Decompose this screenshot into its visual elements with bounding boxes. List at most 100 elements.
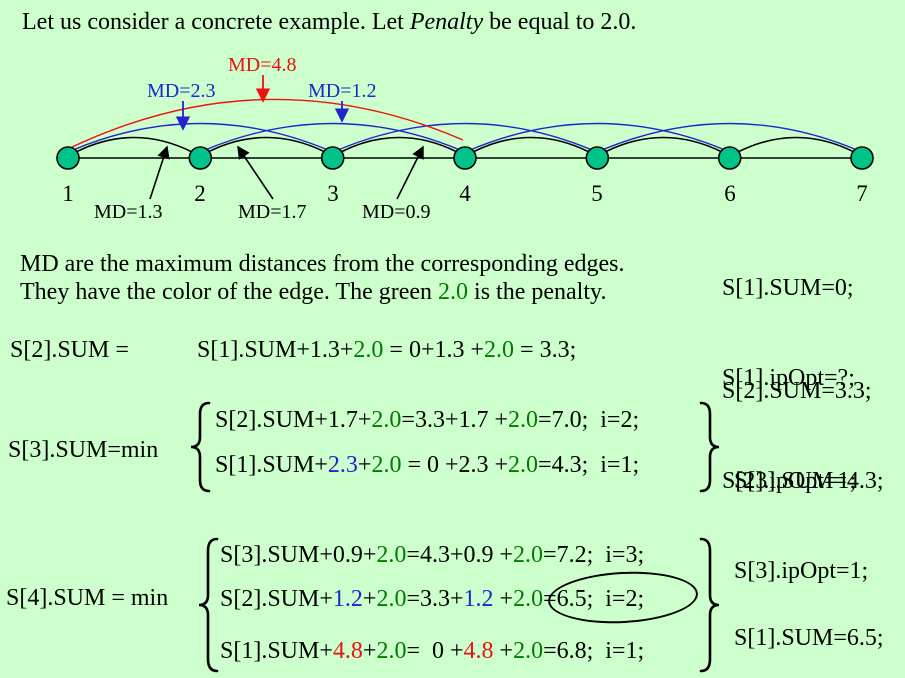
eq-s4-row-1: S[3].SUM+0.9+2.0=4.3+0.9 +2.0=7.2; i=3; — [220, 541, 644, 569]
text-segment: 2.0 — [371, 452, 402, 478]
text-segment: + — [362, 638, 377, 664]
text-segment: 1.2 — [332, 586, 363, 612]
arc-blue-4-6 — [469, 122, 726, 151]
text-segment: 2.0 — [371, 407, 402, 433]
node-circle-7 — [850, 146, 874, 170]
arc-black-6-7 — [737, 136, 855, 153]
node-label-7: 7 — [856, 181, 868, 206]
text-segment: =7.2; i=3; — [543, 542, 645, 568]
md-label-1-2: MD=1.2 — [308, 80, 377, 102]
brace-open-s4 — [198, 537, 219, 673]
arc-black-4-5 — [472, 136, 590, 153]
text-segment: S[2].SUM+1.7+ — [215, 407, 372, 433]
text-segment: They have the color of the edge. The gre… — [20, 279, 439, 305]
md-label-1-3: MD=1.3 — [94, 201, 163, 223]
eq-s2-rhs: S[1].SUM+1.3+2.0 = 0+1.3 +2.0 = 3.3; — [197, 336, 576, 364]
md-label-4-8: MD=4.8 — [228, 54, 297, 76]
md-label-0-9: MD=0.9 — [362, 201, 431, 223]
arc-blue-3-5 — [337, 122, 593, 151]
text-segment: Let us consider a concrete example. Let — [22, 9, 410, 35]
text-segment: 2.0 — [438, 279, 469, 305]
node-label-6: 6 — [724, 181, 736, 206]
text-segment: =6.8; i=1; — [543, 638, 645, 664]
result-s3: S[3].SUM=4.3; S[3].ipOpt=1; — [734, 406, 884, 646]
text-segment: = 0+1.3 + — [383, 337, 485, 363]
brace-close-s3 — [699, 401, 720, 493]
note-line-1: MD are the maximum distances from the co… — [20, 250, 625, 278]
eq-s3-row-2: S[1].SUM+2.3+2.0 = 0 +2.3 +2.0=4.3; i=1; — [215, 451, 639, 479]
arc-black-5-6 — [604, 136, 723, 153]
result-s1-ipopt: S[1].ipOpt=?; — [722, 365, 855, 391]
result-s3-ipopt: S[3].ipOpt=1; — [734, 558, 869, 584]
eq-s4-row-3: S[1].SUM+4.8+2.0= 0 +4.8 +2.0=6.8; i=1; — [220, 637, 644, 665]
result-s2-ipopt: S[2].ipOpt=1; — [722, 468, 857, 494]
text-segment: S[3].SUM+0.9+ — [220, 542, 377, 568]
node-circle-5 — [585, 146, 610, 170]
md-label-2-3: MD=2.3 — [147, 80, 216, 102]
result-s2: S[2].SUM=3.3; S[2].ipOpt=1; — [722, 316, 872, 556]
text-segment: =6.5; i=2; — [543, 586, 645, 612]
text-segment: + — [493, 586, 514, 612]
text-segment: 4.8 — [332, 638, 363, 664]
text-segment: + — [362, 586, 377, 612]
md-label-1-7: MD=1.7 — [238, 201, 307, 223]
text-segment: S[1].SUM+ — [220, 638, 333, 664]
text-segment: MD are the maximum distances from the co… — [20, 251, 625, 277]
result-s3-sum: S[3].SUM=4.3; — [734, 468, 884, 494]
text-segment: + — [357, 452, 372, 478]
text-segment: is the penalty. — [468, 279, 607, 305]
edges-diagram — [56, 75, 874, 200]
text-segment: S[1].SUM+1.3+ — [197, 337, 354, 363]
text-segment: 2.0 — [376, 586, 407, 612]
text-segment: 2.3 — [327, 452, 358, 478]
text-segment: 2.0 — [376, 638, 407, 664]
text-segment: S[2].SUM+ — [220, 586, 333, 612]
eq-s2-lhs: S[2].SUM = — [10, 337, 129, 363]
arrow-md-1-3 — [149, 145, 170, 200]
slide-title: Let us consider a concrete example. Let … — [22, 8, 636, 36]
text-segment: = 0 +2.3 + — [401, 452, 509, 478]
text-segment: =3.3+ — [406, 586, 464, 612]
text-segment: = 3.3; — [514, 337, 577, 363]
text-segment: =3.3+1.7 + — [401, 407, 509, 433]
eq-s3-lhs: S[3].SUM=min — [8, 437, 159, 463]
result-s4: S[1].SUM=6.5; S[1].ipOpt=2; — [734, 563, 884, 678]
eq-s4-lhs: S[4].SUM = min — [6, 585, 169, 611]
text-segment: =4.3; i=1; — [538, 452, 640, 478]
text-segment: 2.0 — [508, 452, 539, 478]
arc-black-3-4 — [340, 136, 458, 153]
brace-open-s3 — [190, 401, 211, 493]
text-segment: 4.8 — [463, 638, 494, 664]
result-s1: S[1].SUM=0; S[1].ipOpt=?; — [722, 213, 855, 453]
text-segment: be equal to 2.0. — [483, 9, 637, 35]
text-segment: + — [493, 638, 514, 664]
node-circle-6 — [717, 146, 742, 170]
arc-blue-1-3 — [72, 122, 329, 151]
text-segment: 2.0 — [513, 542, 544, 568]
text-segment: 2.0 — [376, 542, 407, 568]
text-segment: 2.0 — [513, 586, 544, 612]
node-circle-3 — [320, 146, 345, 170]
arrow-md-1-7 — [237, 145, 274, 200]
arrow-md-0-9 — [396, 145, 424, 200]
text-segment: 2.0 — [513, 638, 544, 664]
arc-black-2-3 — [207, 136, 326, 153]
node-circle-1 — [56, 146, 80, 170]
arc-red-1-4 — [69, 98, 464, 149]
node-label-4: 4 — [459, 181, 471, 206]
text-segment: = 0 + — [406, 638, 464, 664]
result-s2-sum: S[2].SUM=3.3; — [722, 378, 872, 404]
text-segment: 2.0 — [353, 337, 384, 363]
min-choice-ellipse — [546, 568, 700, 627]
text-segment: =7.0; i=2; — [538, 407, 640, 433]
node-label-2: 2 — [194, 181, 206, 206]
text-segment: 2.0 — [508, 407, 539, 433]
node-circle-4 — [453, 146, 477, 170]
text-segment: Penalty — [409, 9, 484, 35]
arc-black-1-2 — [75, 136, 193, 153]
node-label-1: 1 — [62, 181, 74, 206]
node-label-5: 5 — [591, 181, 603, 206]
node-circle-2 — [188, 146, 213, 170]
text-segment: 1.2 — [463, 586, 494, 612]
